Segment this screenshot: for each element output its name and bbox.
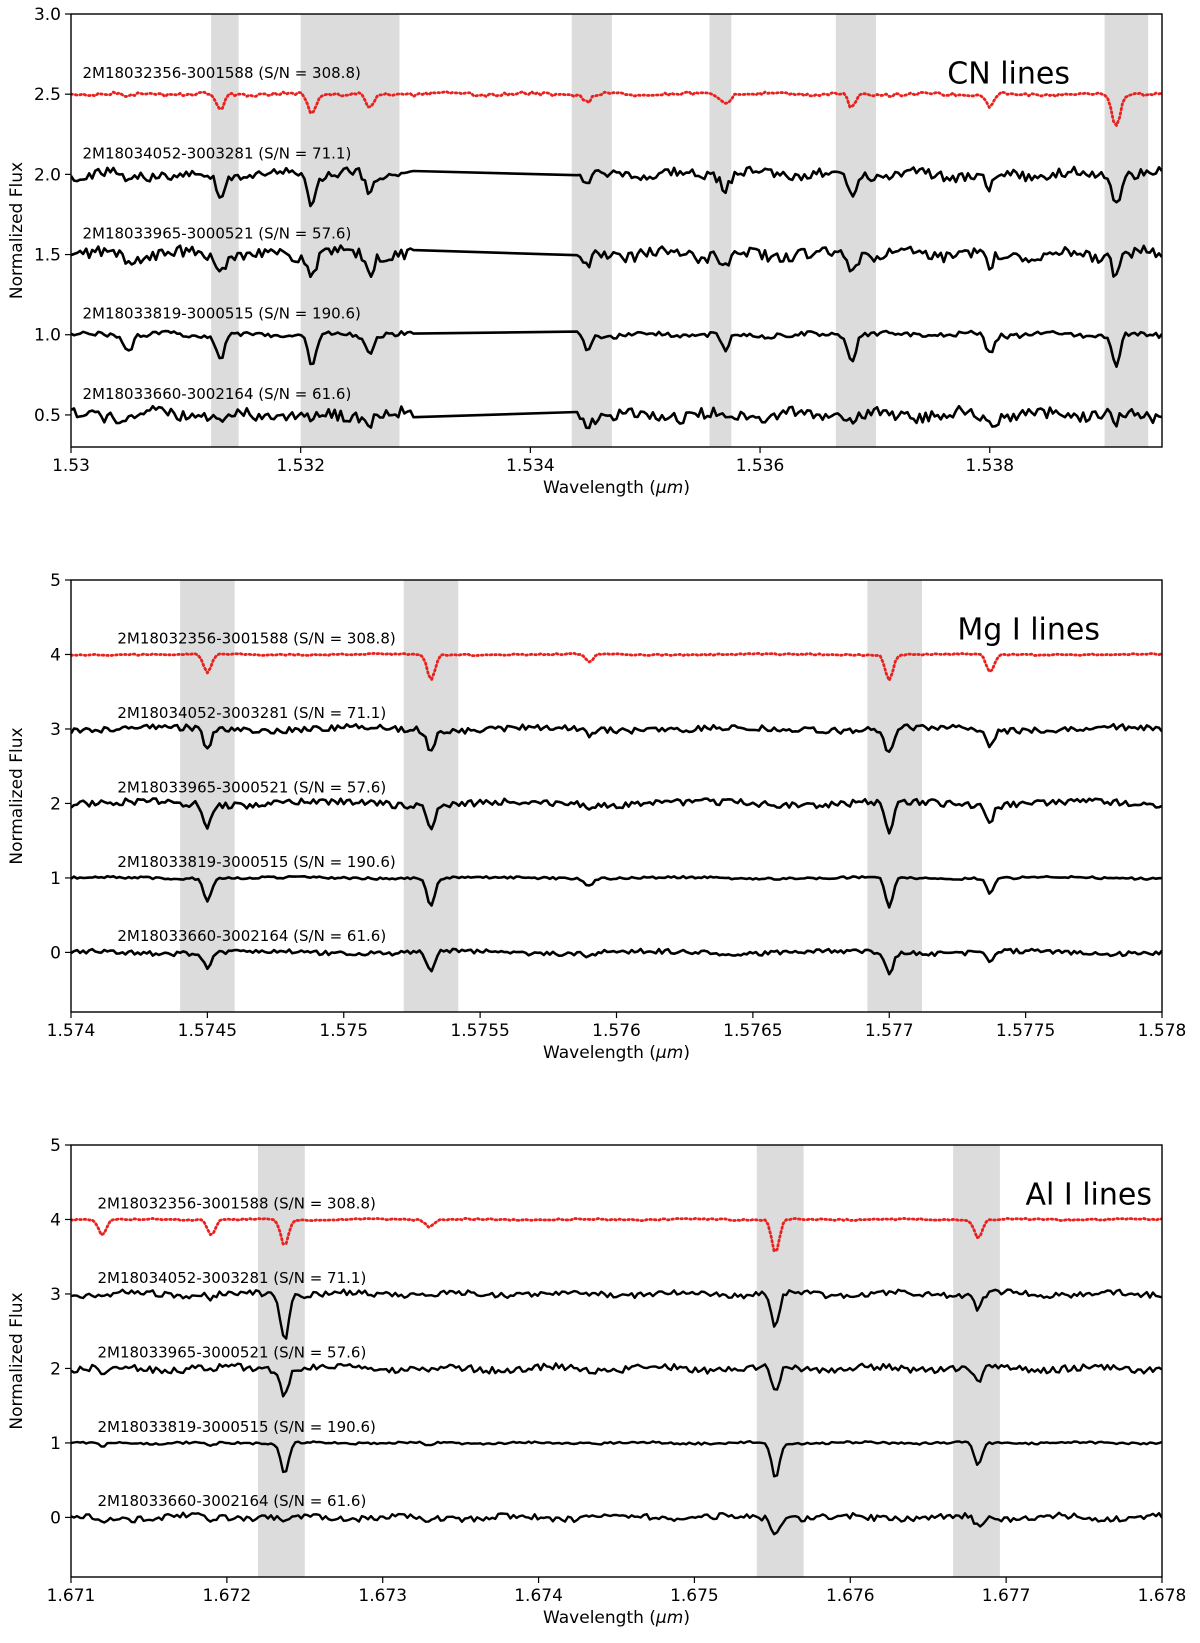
y-tick-label: 5 (50, 1136, 61, 1156)
spectrum-line-2m18033965-3000521-s-n-57-6 (71, 244, 1162, 279)
spectrum-line-2m18032356-3001588-s-n-308-8 (71, 1216, 1162, 1253)
y-axis-label: Normalized Flux (7, 727, 27, 864)
y-tick-label: 2 (50, 1359, 61, 1379)
series-label: 2M18033965-3000521 (S/N = 57.6) (82, 225, 351, 243)
y-tick-label: 3.0 (34, 5, 61, 25)
shaded-line-region (756, 1145, 804, 1577)
y-tick-label: 0.5 (34, 406, 61, 426)
axes-frame (70, 1144, 1163, 1578)
x-tick-label: 1.534 (506, 456, 555, 476)
y-tick-label: 4 (50, 1210, 61, 1230)
spectrum-line-2m18033660-3002164-s-n-61-6 (71, 404, 1162, 430)
x-tick-label: 1.538 (965, 456, 1014, 476)
y-tick-label: 4 (50, 645, 61, 665)
spectrum-line-2m18033965-3000521-s-n-57-6 (71, 1362, 1162, 1398)
y-axis-label: Normalized Flux (7, 1292, 27, 1429)
x-axis-label: Wavelength (μm) (543, 1043, 690, 1063)
x-tick-label: 1.536 (736, 456, 785, 476)
x-tick-label: 1.574 (47, 1021, 96, 1041)
x-tick-label: 1.675 (670, 1586, 719, 1606)
shaded-line-region (953, 1145, 1000, 1577)
x-tick-label: 1.532 (276, 456, 325, 476)
y-tick-label: 1.0 (34, 326, 61, 346)
spectrum-line-2m18033660-3002164-s-n-61-6 (71, 1511, 1162, 1536)
y-tick-label: 2.5 (34, 85, 61, 105)
series-label: 2M18033819-3000515 (S/N = 190.6) (117, 853, 395, 871)
y-tick-label: 3 (50, 1285, 61, 1305)
spectrum-line-2m18032356-3001588-s-n-308-8 (71, 651, 1162, 682)
spectrum-line-2m18033965-3000521-s-n-57-6 (71, 797, 1162, 835)
y-tick-label: 1.5 (34, 246, 61, 266)
x-axis-label: Wavelength (μm) (543, 1608, 690, 1628)
x-tick-label: 1.577 (865, 1021, 914, 1041)
spectrum-line-2m18034052-3003281-s-n-71-1 (71, 723, 1162, 753)
y-tick-label: 0 (50, 943, 61, 963)
shaded-line-region (300, 14, 400, 447)
spectrum-line-2m18033819-3000515-s-n-190-6 (71, 1440, 1162, 1478)
shaded-line-region (403, 580, 459, 1012)
panel-al-i-lines: 2M18032356-3001588 (S/N = 308.8) 2M180340… (7, 1136, 1186, 1628)
panel-title: CN lines (947, 57, 1070, 92)
x-tick-label: 1.673 (358, 1586, 407, 1606)
series-label: 2M18032356-3001588 (S/N = 308.8) (97, 1194, 375, 1212)
series-label: 2M18034052-3003281 (S/N = 71.1) (82, 144, 351, 162)
shaded-line-region (180, 580, 235, 1012)
x-tick-label: 1.5765 (723, 1021, 782, 1041)
y-tick-label: 0 (50, 1508, 61, 1528)
spectrum-line-2m18034052-3003281-s-n-71-1 (71, 1288, 1162, 1340)
spectrum-line-2m18034052-3003281-s-n-71-1 (71, 165, 1162, 208)
series-label: 2M18032356-3001588 (S/N = 308.8) (82, 64, 360, 82)
panel-mg-i-lines: 2M18032356-3001588 (S/N = 308.8) 2M180340… (7, 571, 1186, 1063)
shaded-line-region (1104, 14, 1149, 447)
series-label: 2M18033819-3000515 (S/N = 190.6) (82, 305, 360, 323)
panel-cn-lines: 2M18032356-3001588 (S/N = 308.8) 2M180340… (7, 5, 1163, 498)
shaded-line-region (211, 14, 239, 447)
y-axis-label: Normalized Flux (7, 162, 27, 299)
y-tick-label: 3 (50, 720, 61, 740)
panel-title: Mg I lines (957, 613, 1100, 648)
y-tick-label: 2 (50, 794, 61, 814)
series-label: 2M18034052-3003281 (S/N = 71.1) (117, 704, 386, 722)
x-tick-label: 1.672 (203, 1586, 252, 1606)
x-tick-label: 1.5755 (450, 1021, 509, 1041)
axes-frame (70, 13, 1163, 448)
series-label: 2M18033660-3002164 (S/N = 61.6) (82, 385, 351, 403)
x-tick-label: 1.5745 (178, 1021, 237, 1041)
x-tick-label: 1.678 (1138, 1586, 1187, 1606)
spectrum-line-2m18033660-3002164-s-n-61-6 (71, 947, 1162, 976)
y-tick-label: 5 (50, 571, 61, 591)
shaded-line-region (571, 14, 612, 447)
series-label: 2M18033819-3000515 (S/N = 190.6) (97, 1418, 375, 1436)
spectrum-line-2m18032356-3001588-s-n-308-8 (71, 90, 1162, 127)
series-label: 2M18034052-3003281 (S/N = 71.1) (97, 1269, 366, 1287)
x-tick-label: 1.671 (47, 1586, 96, 1606)
y-tick-label: 2.0 (34, 165, 61, 185)
series-label: 2M18033660-3002164 (S/N = 61.6) (117, 927, 386, 945)
series-label: 2M18033965-3000521 (S/N = 57.6) (117, 778, 386, 796)
x-tick-label: 1.676 (826, 1586, 875, 1606)
x-tick-label: 1.575 (319, 1021, 368, 1041)
shaded-line-region (258, 1145, 305, 1577)
series-label: 2M18032356-3001588 (S/N = 308.8) (117, 629, 395, 647)
x-tick-label: 1.576 (592, 1021, 641, 1041)
spectrum-line-2m18033819-3000515-s-n-190-6 (71, 874, 1162, 909)
x-tick-label: 1.677 (982, 1586, 1031, 1606)
y-tick-label: 1 (50, 869, 61, 889)
x-tick-label: 1.674 (514, 1586, 563, 1606)
x-tick-label: 1.5775 (996, 1021, 1055, 1041)
x-tick-label: 1.578 (1138, 1021, 1187, 1041)
series-label: 2M18033965-3000521 (S/N = 57.6) (97, 1343, 366, 1361)
x-axis-label: Wavelength (μm) (543, 478, 690, 498)
spectrum-line-2m18033819-3000515-s-n-190-6 (71, 329, 1162, 368)
shaded-line-region (835, 14, 877, 447)
shaded-line-region (867, 580, 922, 1012)
panel-title: Al I lines (1025, 1178, 1152, 1213)
x-tick-label: 1.53 (52, 456, 90, 476)
shaded-line-region (709, 14, 732, 447)
series-label: 2M18033660-3002164 (S/N = 61.6) (97, 1492, 366, 1510)
y-tick-label: 1 (50, 1434, 61, 1454)
